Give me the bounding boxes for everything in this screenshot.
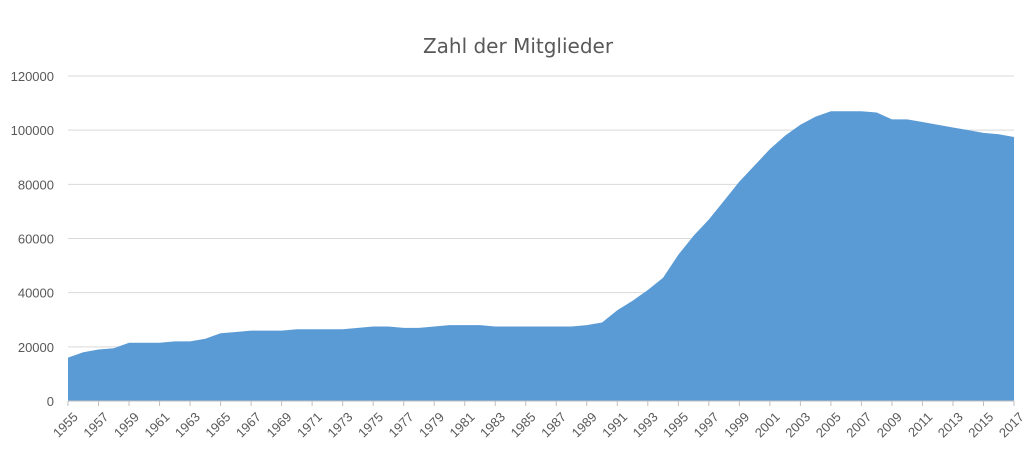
x-tick-label: 2015	[965, 409, 996, 440]
x-tick-label: 1985	[508, 409, 539, 440]
x-tick-label: 1967	[233, 409, 264, 440]
chart-title: Zahl der Mitglieder	[423, 34, 614, 58]
x-tick-label: 2017	[996, 409, 1024, 440]
y-axis-tick-labels: 0 20000 40000 60000 80000 100000 120000	[11, 69, 54, 409]
x-tick-label: 1957	[80, 409, 111, 440]
x-tick-label: 1987	[538, 409, 569, 440]
y-tick-label: 0	[47, 394, 54, 409]
x-tick-label: 1981	[447, 409, 478, 440]
x-tick-label: 1961	[141, 409, 172, 440]
x-tick-label: 1989	[569, 409, 600, 440]
x-tick-label: 1971	[294, 409, 325, 440]
x-tick-label: 1999	[721, 409, 752, 440]
x-tick-label: 1995	[660, 409, 691, 440]
y-tick-label: 100000	[11, 123, 54, 138]
series-area	[68, 111, 1014, 402]
x-tick-label: 1997	[691, 409, 722, 440]
y-tick-label: 60000	[18, 232, 54, 247]
x-tick-label: 1983	[477, 409, 508, 440]
x-tick-label: 1975	[355, 409, 386, 440]
x-tick-label: 1993	[630, 409, 661, 440]
x-axis-tick-labels: 1955 1957 1959 1961 1963 1965 1967 1969 1971 1973…	[50, 401, 1024, 440]
x-tick-label: 1969	[263, 409, 294, 440]
x-tick-label: 2003	[782, 409, 813, 440]
x-tick-label: 1979	[416, 409, 447, 440]
x-tick-label: 2005	[813, 409, 844, 440]
y-tick-label: 120000	[11, 69, 54, 84]
x-tick-label: 2009	[874, 409, 905, 440]
x-tick-label: 1965	[202, 409, 233, 440]
x-tick-label: 2013	[935, 409, 966, 440]
x-tick-label: 2001	[752, 409, 783, 440]
series-area-fill	[68, 111, 1014, 402]
y-tick-label: 80000	[18, 177, 54, 192]
x-tick-label: 1991	[599, 409, 630, 440]
y-tick-label: 40000	[18, 286, 54, 301]
x-tick-label: 1973	[324, 409, 355, 440]
x-tick-label: 2007	[843, 409, 874, 440]
x-tick-label: 1977	[386, 409, 417, 440]
y-tick-label: 20000	[18, 340, 54, 355]
x-tick-label: 1959	[111, 409, 142, 440]
x-tick-label: 1963	[172, 409, 203, 440]
x-tick-label: 2011	[905, 409, 935, 439]
x-tick-label: 1955	[50, 409, 81, 440]
